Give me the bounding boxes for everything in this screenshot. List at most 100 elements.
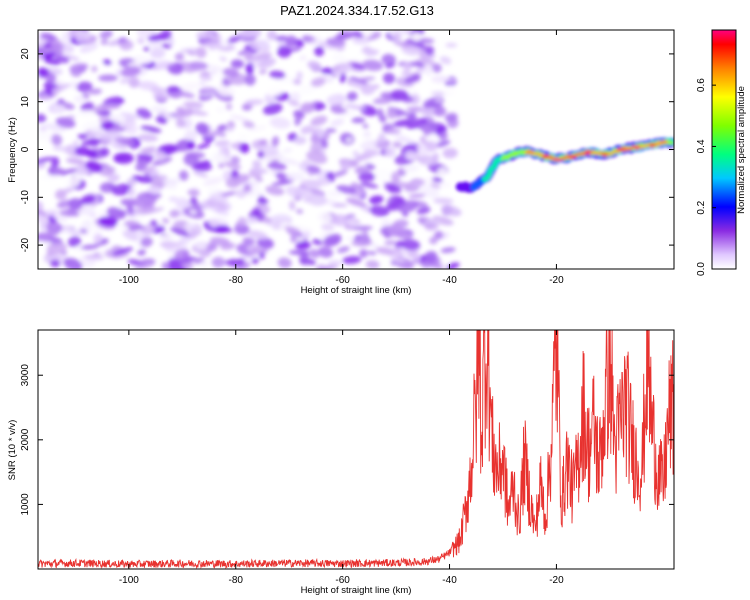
noise-blob xyxy=(433,197,454,205)
noise-blob xyxy=(303,35,315,43)
noise-blob xyxy=(416,206,431,215)
noise-blob xyxy=(279,157,300,166)
x-tick-label: -20 xyxy=(549,275,564,286)
noise-blob xyxy=(245,62,255,75)
noise-blob xyxy=(246,245,255,251)
noise-blob xyxy=(443,91,455,96)
noise-blob xyxy=(64,176,81,188)
noise-blob xyxy=(386,109,397,119)
ridge-peak xyxy=(600,152,609,156)
noise-blob xyxy=(204,64,225,73)
noise-blob xyxy=(330,118,345,127)
noise-blob xyxy=(63,257,83,269)
noise-blob xyxy=(326,37,346,47)
noise-blob xyxy=(213,225,230,233)
noise-blob xyxy=(293,136,307,145)
noise-blob xyxy=(203,177,223,186)
noise-blob xyxy=(356,76,376,82)
noise-blob xyxy=(196,143,211,149)
noise-blob xyxy=(189,209,197,215)
noise-blob xyxy=(317,177,331,186)
noise-blob xyxy=(269,70,286,79)
noise-blob xyxy=(285,185,304,198)
noise-blob xyxy=(258,154,280,163)
y-tick-label: 10 xyxy=(20,96,31,108)
colorbar: 0.0 0.2 0.4 0.6 Normalized spectral amplitu… xyxy=(696,29,747,276)
noise-blob xyxy=(287,99,300,107)
noise-blob xyxy=(294,115,302,126)
colorbar-tick-label: 0.4 xyxy=(696,139,707,153)
noise-blob xyxy=(369,195,384,205)
noise-blob xyxy=(183,154,199,166)
noise-blob xyxy=(75,30,91,43)
noise-blob xyxy=(158,234,176,241)
ridge-peak xyxy=(584,150,593,154)
noise-blob xyxy=(288,200,296,211)
noise-blob xyxy=(440,247,456,254)
noise-blob xyxy=(180,47,201,54)
noise-blob xyxy=(346,91,358,102)
noise-blob xyxy=(225,176,241,189)
ridge-peak xyxy=(616,147,625,152)
noise-blob xyxy=(237,216,247,226)
noise-blob xyxy=(276,45,292,58)
noise-blob xyxy=(77,133,88,140)
noise-blob xyxy=(371,242,379,250)
noise-blob xyxy=(80,228,87,234)
noise-blob xyxy=(257,150,265,159)
noise-blob xyxy=(46,242,68,255)
noise-blob xyxy=(327,190,342,197)
noise-blob xyxy=(361,232,370,244)
noise-blob xyxy=(363,148,381,156)
noise-blob xyxy=(150,47,166,59)
noise-blob xyxy=(119,39,134,51)
noise-blob xyxy=(49,43,65,53)
noise-blob xyxy=(45,72,57,84)
noise-blob xyxy=(224,259,245,267)
noise-blob xyxy=(397,200,419,213)
noise-blob xyxy=(362,123,369,129)
noise-blob xyxy=(127,59,149,67)
noise-blob xyxy=(401,239,421,251)
noise-blob xyxy=(38,93,52,101)
noise-blob xyxy=(369,205,390,217)
noise-blob xyxy=(255,39,270,49)
noise-blob xyxy=(339,160,351,171)
noise-blob xyxy=(168,196,178,202)
noise-blob xyxy=(128,225,146,230)
noise-blob xyxy=(84,254,105,261)
y-tick-label: -20 xyxy=(20,237,31,252)
noise-blob xyxy=(202,41,224,46)
colorbar-tick-label: 0.0 xyxy=(696,262,707,276)
noise-blob xyxy=(258,139,268,146)
noise-blob xyxy=(175,119,187,128)
noise-blob xyxy=(152,93,170,100)
noise-blob xyxy=(167,87,182,92)
noise-blob xyxy=(293,110,305,119)
ridge-peak xyxy=(541,155,550,159)
noise-blob xyxy=(408,193,426,199)
noise-blob xyxy=(161,218,170,224)
noise-blob xyxy=(441,205,462,217)
noise-blob xyxy=(143,207,165,214)
top-x-ticks: -100 -80 -60 -40 -20 xyxy=(119,30,564,286)
noise-blob xyxy=(306,194,327,206)
noise-blob xyxy=(230,114,250,122)
noise-blob xyxy=(127,187,136,198)
noise-blob xyxy=(104,168,115,174)
noise-blob xyxy=(245,189,265,197)
noise-blob xyxy=(439,56,452,65)
noise-blob xyxy=(255,176,263,182)
noise-blob xyxy=(339,72,347,84)
noise-blob xyxy=(379,115,387,123)
noise-blob xyxy=(126,204,134,215)
noise-blob xyxy=(265,185,285,196)
noise-blob xyxy=(337,62,349,74)
noise-blob xyxy=(269,117,291,129)
noise-blob xyxy=(351,117,366,124)
noise-blob xyxy=(75,109,96,117)
ridge-peak xyxy=(552,157,561,161)
noise-blob xyxy=(378,132,386,144)
noise-blob xyxy=(325,128,337,133)
noise-blob xyxy=(267,161,287,171)
